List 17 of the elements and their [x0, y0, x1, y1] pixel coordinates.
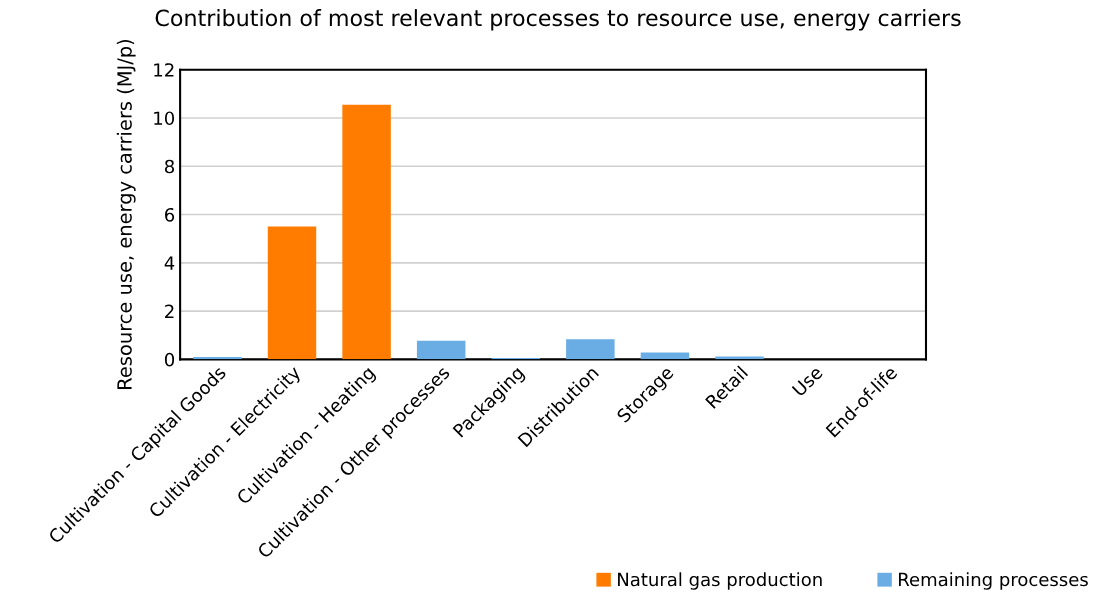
y-tick-label: 2: [165, 304, 174, 318]
bar: [416, 340, 466, 360]
bar: [715, 356, 764, 360]
bar: [566, 339, 615, 360]
y-tick-label: 8: [164, 159, 175, 174]
legend-label: Natural gas production: [618, 572, 822, 590]
bar: [342, 104, 391, 360]
y-tick-label: 0: [164, 352, 175, 367]
y-tick-label: 12: [154, 63, 174, 77]
y-tick-label: 6: [165, 207, 175, 222]
y-tick-label: 10: [154, 111, 175, 126]
bar: [267, 226, 317, 360]
chart-title: Contribution of most relevant processes to resource use, energy carriers: [155, 9, 961, 31]
legend-label: Remaining processes: [899, 572, 1088, 590]
x-tick-label: Use: [791, 365, 824, 397]
y-axis-title: Resource use, energy carriers (MJ/p): [116, 39, 136, 389]
y-tick-label: 4: [164, 256, 175, 270]
